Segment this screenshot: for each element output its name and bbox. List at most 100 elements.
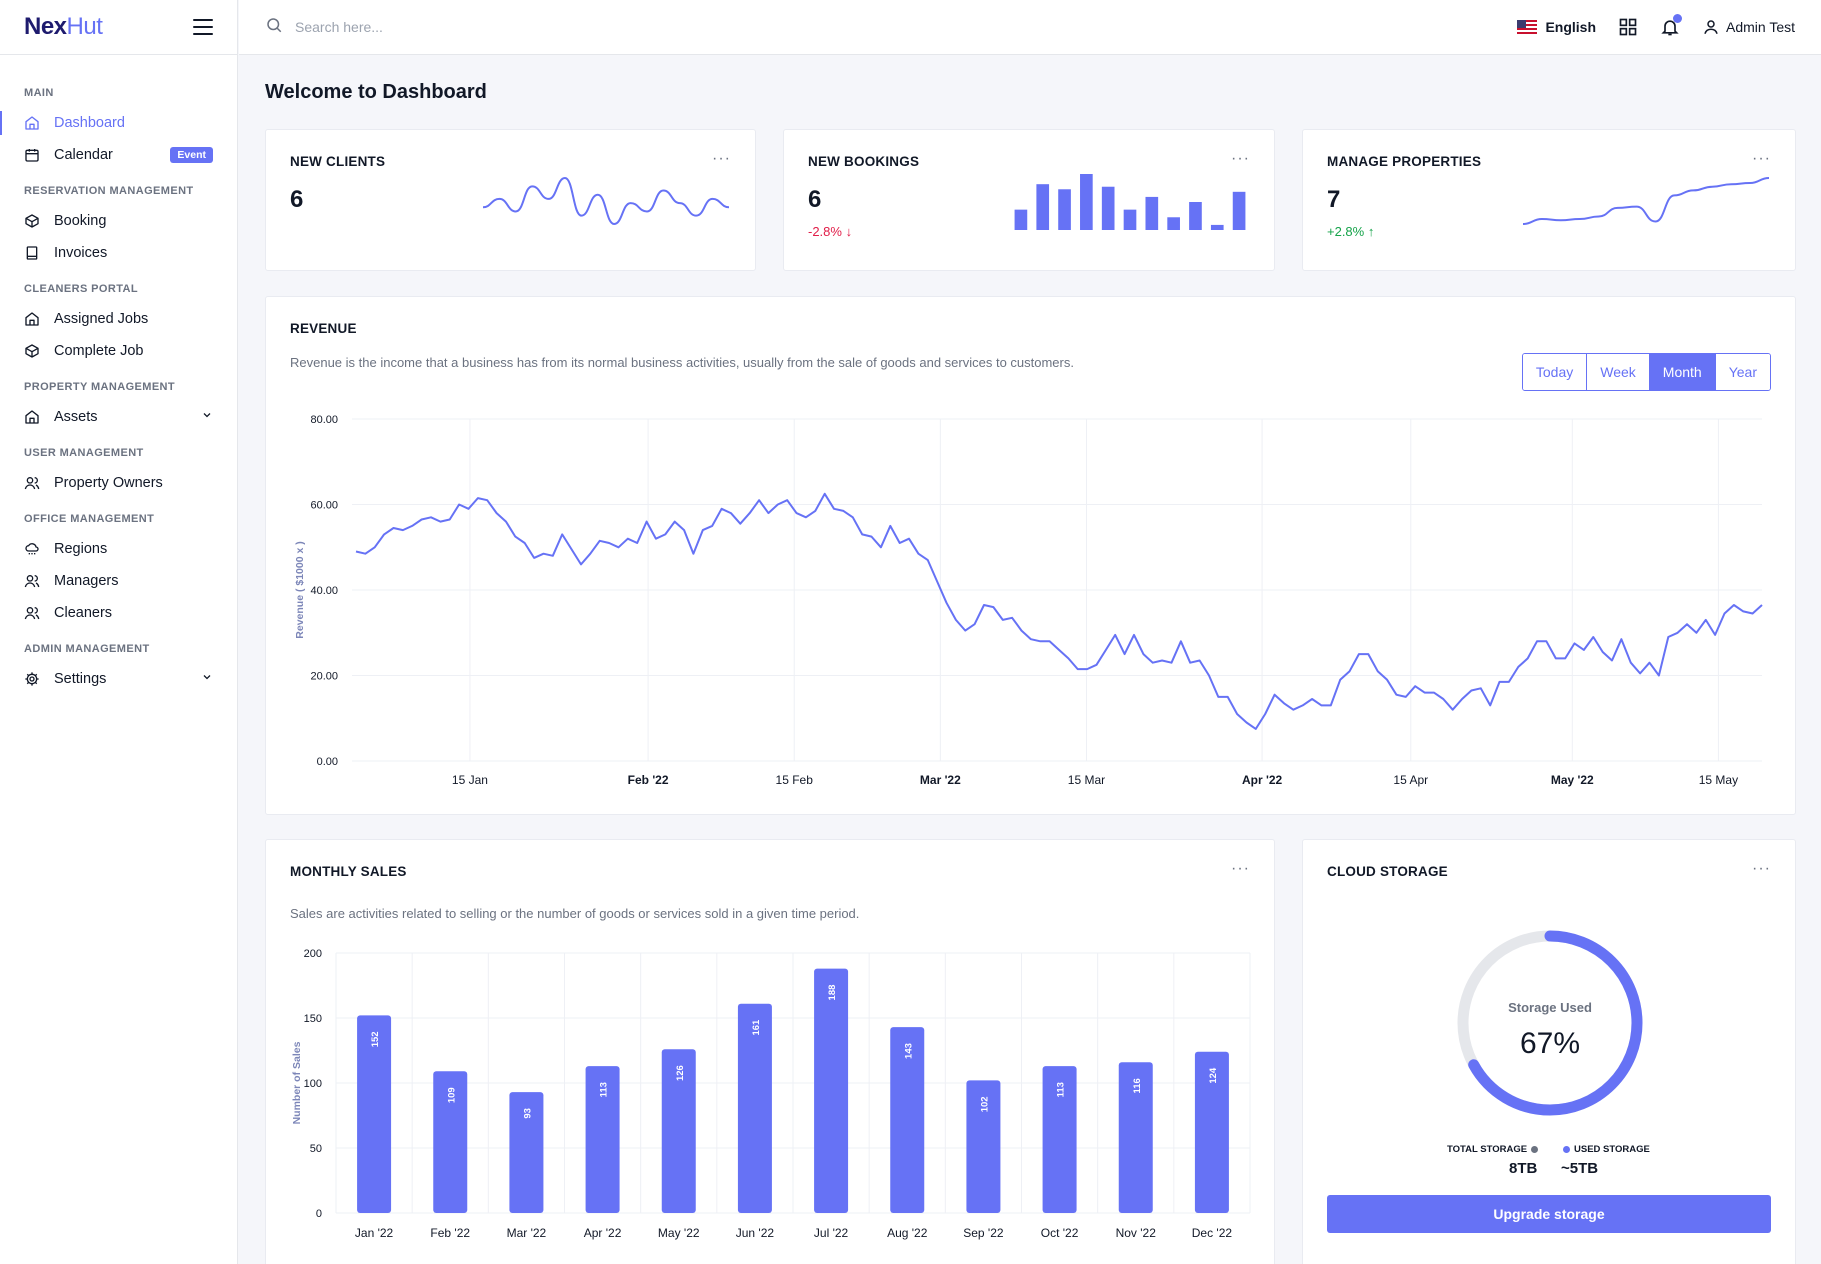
period-selector: Today Week Month Year (1521, 353, 1771, 391)
bar-value-label: 143 (903, 1043, 914, 1059)
bar-value-label: 116 (1132, 1078, 1143, 1093)
search-input[interactable] (295, 19, 595, 35)
sales-bar (357, 1015, 392, 1213)
sales-bar (661, 1049, 696, 1213)
bar-value-label: 152 (370, 1031, 381, 1047)
sidebar-item-complete-job[interactable]: Complete Job (0, 335, 237, 367)
y-tick-label: 40.00 (310, 585, 338, 597)
x-tick-label: Apr '22 (1242, 773, 1283, 787)
sidebar-item-dashboard[interactable]: Dashboard (0, 107, 237, 139)
more-options-icon[interactable]: ··· (1231, 860, 1250, 877)
y-tick-label: 0.00 (317, 756, 338, 768)
x-tick-label: 15 Feb (776, 773, 814, 787)
more-options-icon[interactable]: ··· (1752, 150, 1771, 167)
period-button-week[interactable]: Week (1587, 354, 1650, 390)
period-button-year[interactable]: Year (1715, 354, 1770, 390)
nav-section-title: OFFICE MANAGEMENT (24, 513, 155, 525)
nav-group: RESERVATION MANAGEMENT Booking Invoices (0, 185, 237, 269)
stat-title: MANAGE PROPERTIES (1327, 154, 1482, 169)
invoice-icon (24, 245, 40, 261)
menu-toggle-icon[interactable] (193, 19, 213, 35)
us-flag-icon (1517, 20, 1538, 34)
sidebar-item-label: Invoices (54, 245, 108, 261)
new-bookings-sparkline-bar (1189, 202, 1202, 230)
nav-group: USER MANAGEMENT Property Owners (0, 447, 237, 499)
sidebar-item-label: Property Owners (54, 475, 163, 491)
sales-bar (433, 1071, 468, 1213)
sidebar-item-booking[interactable]: Booking (0, 205, 237, 237)
bar-value-label: 109 (446, 1087, 457, 1103)
apps-grid-icon[interactable] (1618, 17, 1638, 37)
bar-value-label: 113 (599, 1082, 610, 1097)
x-tick-label: Dec '22 (1192, 1226, 1233, 1240)
upgrade-storage-button[interactable]: Upgrade storage (1327, 1195, 1771, 1233)
more-options-icon[interactable]: ··· (1231, 150, 1250, 167)
language-label: English (1545, 19, 1596, 35)
new-bookings-sparkline-bar (1014, 209, 1028, 230)
users-icon (24, 475, 40, 491)
user-name: Admin Test (1726, 19, 1795, 35)
new-bookings-sparkline-bar (1232, 191, 1246, 230)
sidebar-item-label: Cleaners (54, 605, 113, 621)
chevron-down-icon (201, 671, 213, 687)
nav-group: PROPERTY MANAGEMENT Assets (0, 381, 237, 433)
sidebar-item-label: Dashboard (54, 115, 125, 131)
bar-value-label: 93 (522, 1108, 533, 1119)
user-menu[interactable]: Admin Test (1702, 18, 1795, 36)
nav-group: OFFICE MANAGEMENT Regions Managers Cleaners (0, 513, 237, 629)
language-selector[interactable]: English (1517, 19, 1596, 35)
x-tick-label: Aug '22 (887, 1226, 928, 1240)
x-tick-label: 15 May (1699, 773, 1738, 787)
box-icon (24, 343, 40, 359)
sidebar-item-regions[interactable]: Regions (0, 533, 237, 565)
x-tick-label: Jan '22 (355, 1226, 394, 1240)
new-bookings-sparkline-bar (1145, 196, 1159, 230)
sidebar-item-label: Booking (54, 213, 107, 229)
sidebar-item-assigned-jobs[interactable]: Assigned Jobs (0, 303, 237, 335)
new-bookings-sparkline-bar (1080, 174, 1093, 230)
period-button-month[interactable]: Month (1649, 354, 1716, 390)
sidebar-item-invoices[interactable]: Invoices (0, 237, 237, 269)
sidebar-item-assets[interactable]: Assets (0, 401, 237, 433)
arrow-up-icon: ↑ (1367, 224, 1375, 239)
period-button-today[interactable]: Today (1522, 354, 1588, 390)
x-tick-label: Jul '22 (814, 1226, 849, 1240)
storage-donut-chart: Storage Used 67% (1457, 930, 1643, 1116)
bar-value-label: 124 (1208, 1067, 1219, 1084)
x-tick-label: Feb '22 (430, 1226, 470, 1240)
more-options-icon[interactable]: ··· (1752, 860, 1771, 877)
more-options-icon[interactable]: ··· (712, 150, 731, 167)
sidebar-item-label: Calendar (54, 147, 113, 163)
logo[interactable]: NexHut (24, 13, 103, 40)
sidebar-item-label: Managers (54, 573, 119, 589)
x-tick-label: 15 Jan (452, 773, 488, 787)
bell-icon[interactable] (1660, 14, 1682, 37)
sidebar-item-label: Assets (54, 409, 98, 425)
sidebar-item-cleaners[interactable]: Cleaners (0, 597, 237, 629)
new-bookings-sparkline-bar (1210, 224, 1224, 230)
sidebar-item-managers[interactable]: Managers (0, 565, 237, 597)
sidebar-item-calendar[interactable]: Calendar Event (0, 139, 237, 171)
new-bookings-sparkline-bar (1101, 186, 1115, 230)
sales-bar (890, 1027, 925, 1213)
cloud-rain-icon (24, 541, 40, 557)
new-bookings-sparkline-bar (1123, 209, 1137, 230)
stat-change: -2.8% ↓ (808, 224, 853, 239)
sales-bar (966, 1080, 1001, 1213)
legend-used-storage: USED STORAGE (1559, 1144, 1650, 1155)
y-tick-label: 100 (304, 1078, 322, 1090)
nav-section-title: ADMIN MANAGEMENT (24, 643, 150, 655)
nav-section-title: MAIN (24, 87, 54, 99)
sidebar-item-property-owners[interactable]: Property Owners (0, 467, 237, 499)
x-tick-label: Sep '22 (963, 1226, 1004, 1240)
revenue-series-line (355, 492, 1763, 730)
stat-value: 6 (290, 186, 304, 213)
box-icon (24, 213, 40, 229)
sidebar-item-settings[interactable]: Settings (0, 663, 237, 695)
used-storage-value: ~5TB (1561, 1160, 1599, 1177)
stat-value: 6 (808, 186, 822, 213)
y-axis-label: Number of Sales (291, 1041, 303, 1124)
bar-value-label: 126 (675, 1065, 686, 1081)
monthly-sales-card: MONTHLY SALES ··· Sales are activities r… (265, 839, 1275, 1264)
users-icon (24, 605, 40, 621)
